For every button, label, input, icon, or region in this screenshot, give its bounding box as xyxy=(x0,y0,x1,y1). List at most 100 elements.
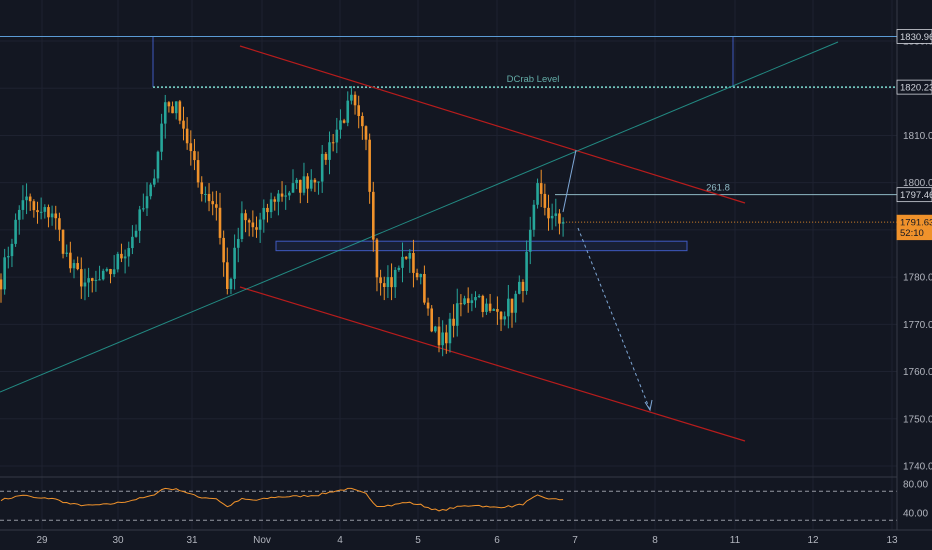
candle-down xyxy=(372,181,375,252)
candle-body xyxy=(145,196,149,209)
candle-up xyxy=(153,169,156,188)
price-label-box xyxy=(896,225,932,241)
candle-body xyxy=(361,115,364,127)
candle-body xyxy=(543,193,547,208)
candle-down xyxy=(415,268,419,281)
candle-body xyxy=(401,256,404,268)
candle-body xyxy=(317,181,320,183)
candle-up xyxy=(21,185,25,220)
candle-body xyxy=(302,176,306,193)
candle-body xyxy=(488,303,492,311)
candle-up xyxy=(43,204,47,219)
candle-down xyxy=(521,279,525,303)
candle-body xyxy=(94,279,98,281)
candle-up xyxy=(204,186,207,203)
candle-up xyxy=(470,293,474,312)
candle-down xyxy=(244,209,247,233)
candle-body xyxy=(211,201,214,205)
candle-body xyxy=(7,256,10,258)
candle-down xyxy=(120,243,123,263)
candle-down xyxy=(69,241,72,273)
candle-body xyxy=(295,179,298,184)
candle-body xyxy=(101,270,105,280)
candle-body xyxy=(240,213,244,239)
candle-body xyxy=(434,326,437,332)
candle-up xyxy=(408,249,412,273)
candle-down xyxy=(211,191,214,216)
candle-down xyxy=(375,238,379,292)
candle-up xyxy=(518,275,521,295)
candle-body xyxy=(112,269,116,275)
candle-body xyxy=(499,311,503,320)
candle-up xyxy=(397,265,401,272)
candle-body xyxy=(21,200,25,210)
candle-body xyxy=(423,274,426,303)
candle-body xyxy=(284,195,287,197)
candle-body xyxy=(554,213,558,216)
candle-body xyxy=(193,151,196,161)
candle-body xyxy=(390,277,393,288)
candle-body xyxy=(222,237,225,263)
time-tick-label: 12 xyxy=(807,535,819,546)
candle-up xyxy=(98,265,101,281)
candle-body xyxy=(123,256,127,259)
price-label-box xyxy=(896,187,932,203)
candle-body xyxy=(313,179,317,183)
price-tick-label: 1740.00 xyxy=(903,461,932,472)
candle-down xyxy=(255,216,258,238)
candle-body xyxy=(65,252,68,254)
candle-body xyxy=(357,105,360,116)
candle-body xyxy=(415,272,419,278)
candle-down xyxy=(28,193,32,211)
rsi-panel xyxy=(0,487,897,521)
candle-down xyxy=(90,277,94,293)
candle-down xyxy=(61,229,65,259)
price-tick-label: 1810.00 xyxy=(903,131,932,142)
candle-body xyxy=(280,193,284,197)
candle-body xyxy=(561,222,565,224)
candle-up xyxy=(339,109,342,139)
candle-up xyxy=(50,205,54,226)
candle-down xyxy=(481,294,485,318)
candle-up xyxy=(320,144,324,193)
candle-down xyxy=(404,256,408,260)
candle-up xyxy=(127,241,131,267)
time-tick-label: 4 xyxy=(337,535,343,546)
price-label-text: 1830.96 xyxy=(900,32,932,43)
candle-down xyxy=(266,203,269,223)
candle-body xyxy=(43,207,47,212)
candle-up xyxy=(277,190,280,216)
candle-up xyxy=(156,150,160,183)
time-tick-label: 8 xyxy=(652,535,658,546)
candle-body xyxy=(455,303,459,326)
candle-up xyxy=(485,298,488,315)
candle-down xyxy=(313,178,317,192)
candle-body xyxy=(441,332,444,346)
price-label-text: 52:10 xyxy=(900,228,924,239)
candle-down xyxy=(196,151,200,188)
candle-down xyxy=(171,101,174,114)
candle-body xyxy=(521,281,525,292)
channel-lower-line xyxy=(239,286,746,442)
candle-up xyxy=(112,255,116,278)
candle-up xyxy=(448,312,452,353)
price-tick-label: 1780.00 xyxy=(903,273,932,284)
candle-body xyxy=(149,184,152,197)
candle-down xyxy=(215,190,218,221)
candle-body xyxy=(273,199,277,202)
candle-body xyxy=(120,253,123,259)
candle-body xyxy=(138,209,141,231)
candle-down xyxy=(353,91,357,115)
candle-up xyxy=(236,227,240,263)
candle-up xyxy=(174,101,178,120)
candle-body xyxy=(532,204,536,230)
candle-down xyxy=(207,183,211,212)
candle-up xyxy=(514,290,517,323)
candle-body xyxy=(182,120,185,129)
candle-body xyxy=(339,120,342,130)
candle-body xyxy=(58,218,61,230)
candle-body xyxy=(262,207,266,220)
candle-body xyxy=(258,219,262,230)
candle-up xyxy=(309,169,313,192)
